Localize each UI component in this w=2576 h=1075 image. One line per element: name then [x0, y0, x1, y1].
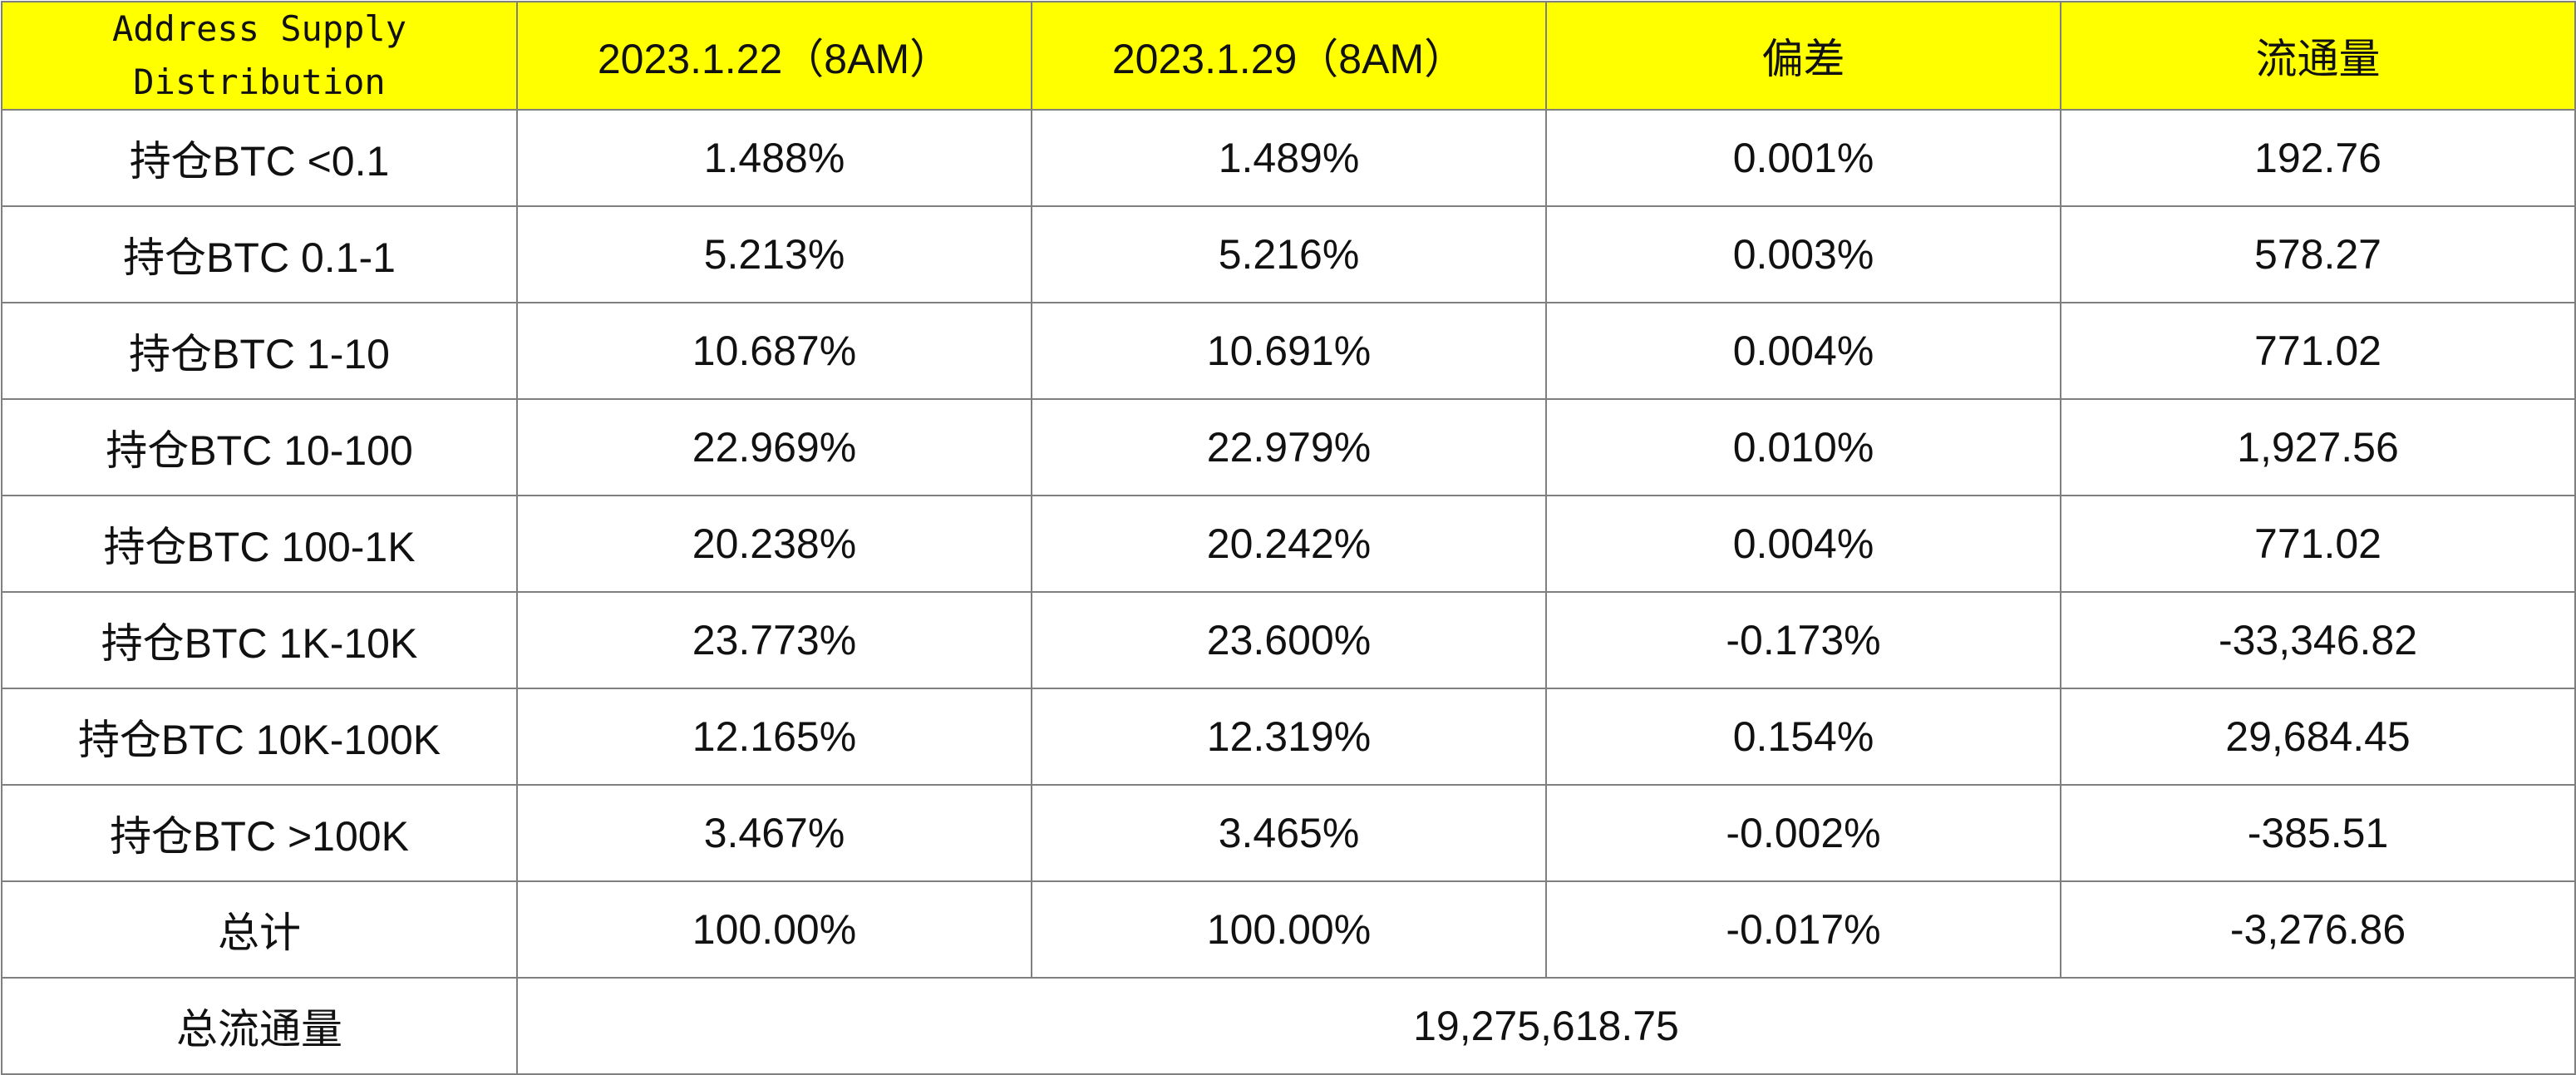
holding-range-cell: 持仓BTC 10K-100K	[1, 688, 518, 786]
total-circulation-value: 19,275,618.75	[516, 977, 2576, 1075]
circulation-cell: 771.02	[2060, 302, 2576, 400]
total-circulation-row: 总流通量 19,275,618.75	[1, 977, 2576, 1075]
holding-range-cell: 持仓BTC <0.1	[1, 109, 518, 207]
holding-range-cell: 持仓BTC 100-1K	[1, 495, 518, 593]
holding-range-cell: 持仓BTC 1-10	[1, 302, 518, 400]
deviation-cell: 0.004%	[1545, 495, 2061, 593]
table-row: 持仓BTC 10-100 22.969% 22.979% 0.010% 1,927.56	[1, 398, 2576, 496]
jan29-percent-cell: 5.216%	[1031, 205, 1547, 303]
jan29-percent-cell: 3.465%	[1031, 784, 1547, 882]
circulation-cell: -385.51	[2060, 784, 2576, 882]
header-date-jan22: 2023.1.22（8AM）	[516, 1, 1032, 111]
holding-range-cell: 持仓BTC >100K	[1, 784, 518, 882]
circulation-cell: -3,276.86	[2060, 880, 2576, 979]
deviation-cell: 0.001%	[1545, 109, 2061, 207]
table-row: 总计 100.00% 100.00% -0.017% -3,276.86	[1, 880, 2576, 979]
table-row: 持仓BTC <0.1 1.488% 1.489% 0.001% 192.76	[1, 109, 2576, 207]
total-circulation-label: 总流通量	[1, 977, 518, 1075]
header-date-jan29: 2023.1.29（8AM）	[1031, 1, 1547, 111]
circulation-cell: -33,346.82	[2060, 591, 2576, 689]
jan29-percent-cell: 22.979%	[1031, 398, 1547, 496]
jan29-percent-cell: 12.319%	[1031, 688, 1547, 786]
header-circulation: 流通量	[2060, 1, 2576, 111]
deviation-cell: -0.017%	[1545, 880, 2061, 979]
table-row: 持仓BTC 10K-100K 12.165% 12.319% 0.154% 29,684…	[1, 688, 2576, 786]
jan29-percent-cell: 23.600%	[1031, 591, 1547, 689]
header-deviation: 偏差	[1545, 1, 2061, 111]
deviation-cell: 0.010%	[1545, 398, 2061, 496]
jan22-percent-cell: 1.488%	[516, 109, 1032, 207]
table-row: 持仓BTC 1-10 10.687% 10.691% 0.004% 771.02	[1, 302, 2576, 400]
table-row: 持仓BTC 0.1-1 5.213% 5.216% 0.003% 578.27	[1, 205, 2576, 303]
table-row: 持仓BTC 100-1K 20.238% 20.242% 0.004% 771.02	[1, 495, 2576, 593]
jan22-percent-cell: 23.773%	[516, 591, 1032, 689]
jan22-percent-cell: 12.165%	[516, 688, 1032, 786]
deviation-cell: -0.173%	[1545, 591, 2061, 689]
jan29-percent-cell: 1.489%	[1031, 109, 1547, 207]
jan22-percent-cell: 20.238%	[516, 495, 1032, 593]
jan22-percent-cell: 100.00%	[516, 880, 1032, 979]
holding-range-cell: 持仓BTC 0.1-1	[1, 205, 518, 303]
circulation-cell: 771.02	[2060, 495, 2576, 593]
header-row: Address Supply Distribution 2023.1.22（8A…	[1, 1, 2576, 111]
deviation-cell: 0.003%	[1545, 205, 2061, 303]
jan22-percent-cell: 3.467%	[516, 784, 1032, 882]
jan22-percent-cell: 22.969%	[516, 398, 1032, 496]
jan22-percent-cell: 5.213%	[516, 205, 1032, 303]
jan22-percent-cell: 10.687%	[516, 302, 1032, 400]
table-row: 持仓BTC 1K-10K 23.773% 23.600% -0.173% -33,346…	[1, 591, 2576, 689]
deviation-cell: -0.002%	[1545, 784, 2061, 882]
holding-range-cell: 总计	[1, 880, 518, 979]
jan29-percent-cell: 10.691%	[1031, 302, 1547, 400]
deviation-cell: 0.004%	[1545, 302, 2061, 400]
table-row: 持仓BTC >100K 3.467% 3.465% -0.002% -385.51	[1, 784, 2576, 882]
circulation-cell: 192.76	[2060, 109, 2576, 207]
table-body: 持仓BTC <0.1 1.488% 1.489% 0.001% 192.76 持仓BTC …	[1, 109, 2576, 979]
header-address-supply-distribution: Address Supply Distribution	[1, 1, 518, 111]
circulation-cell: 578.27	[2060, 205, 2576, 303]
jan29-percent-cell: 100.00%	[1031, 880, 1547, 979]
holding-range-cell: 持仓BTC 10-100	[1, 398, 518, 496]
jan29-percent-cell: 20.242%	[1031, 495, 1547, 593]
deviation-cell: 0.154%	[1545, 688, 2061, 786]
circulation-cell: 29,684.45	[2060, 688, 2576, 786]
holding-range-cell: 持仓BTC 1K-10K	[1, 591, 518, 689]
circulation-cell: 1,927.56	[2060, 398, 2576, 496]
